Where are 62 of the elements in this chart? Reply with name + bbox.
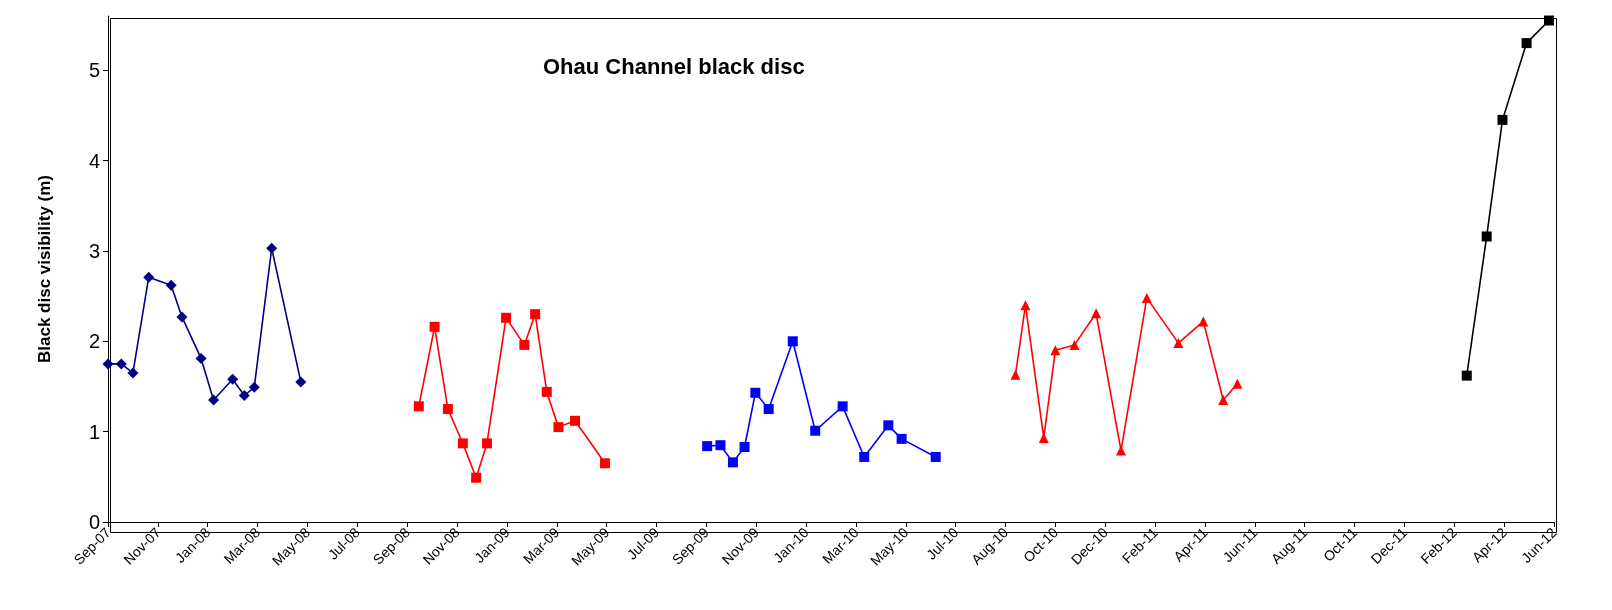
- point: [837, 401, 848, 412]
- point: [1173, 338, 1184, 349]
- point: [1232, 378, 1243, 389]
- y-tick-label: 3: [88, 239, 100, 262]
- point: [883, 420, 894, 431]
- point: [1521, 38, 1532, 49]
- point: [176, 311, 188, 323]
- y-tick-label: 5: [88, 59, 100, 82]
- point: [295, 376, 307, 388]
- point: [553, 422, 564, 433]
- point: [248, 381, 260, 393]
- point: [930, 451, 941, 462]
- point: [1497, 114, 1508, 125]
- point: [1069, 339, 1080, 350]
- point: [1198, 316, 1209, 327]
- point: [1461, 370, 1472, 381]
- point: [859, 451, 870, 462]
- point: [896, 433, 907, 444]
- y-tick-label: 1: [88, 420, 100, 443]
- point: [750, 387, 761, 398]
- point: [143, 271, 155, 283]
- point: [501, 312, 512, 323]
- text: Ohau Channel black disc: [543, 53, 805, 79]
- point: [763, 404, 774, 415]
- point: [481, 438, 492, 449]
- point: [541, 386, 552, 397]
- point: [1020, 300, 1031, 311]
- point: [715, 440, 726, 451]
- point: [1010, 369, 1021, 380]
- y-tick-label: 0: [88, 511, 100, 533]
- point: [1218, 395, 1229, 406]
- point: [429, 321, 440, 332]
- point: [442, 404, 453, 415]
- point: [519, 339, 530, 350]
- y-tick-label: 2: [88, 330, 100, 353]
- y-axis-title: Black disc visibility (m): [35, 174, 54, 364]
- point: [810, 425, 821, 436]
- point: [1481, 231, 1492, 242]
- point: [266, 242, 278, 254]
- point: [165, 279, 177, 291]
- point: [115, 358, 127, 370]
- point: [1050, 345, 1061, 356]
- point: [238, 390, 250, 401]
- point: [530, 309, 541, 320]
- point: [1091, 308, 1102, 319]
- point: [413, 401, 424, 412]
- point: [127, 367, 139, 379]
- point: [702, 441, 713, 452]
- point: [471, 472, 482, 483]
- point: [599, 458, 610, 469]
- point: [195, 352, 207, 364]
- point: [787, 336, 798, 347]
- point: [727, 457, 738, 468]
- point: [1141, 292, 1152, 303]
- y-tick-label: 4: [88, 149, 100, 172]
- point: [457, 438, 468, 449]
- point: [208, 394, 220, 406]
- point: [1544, 15, 1555, 26]
- point: [102, 358, 114, 370]
- point: [570, 415, 581, 426]
- point: [227, 373, 239, 385]
- point: [739, 442, 750, 452]
